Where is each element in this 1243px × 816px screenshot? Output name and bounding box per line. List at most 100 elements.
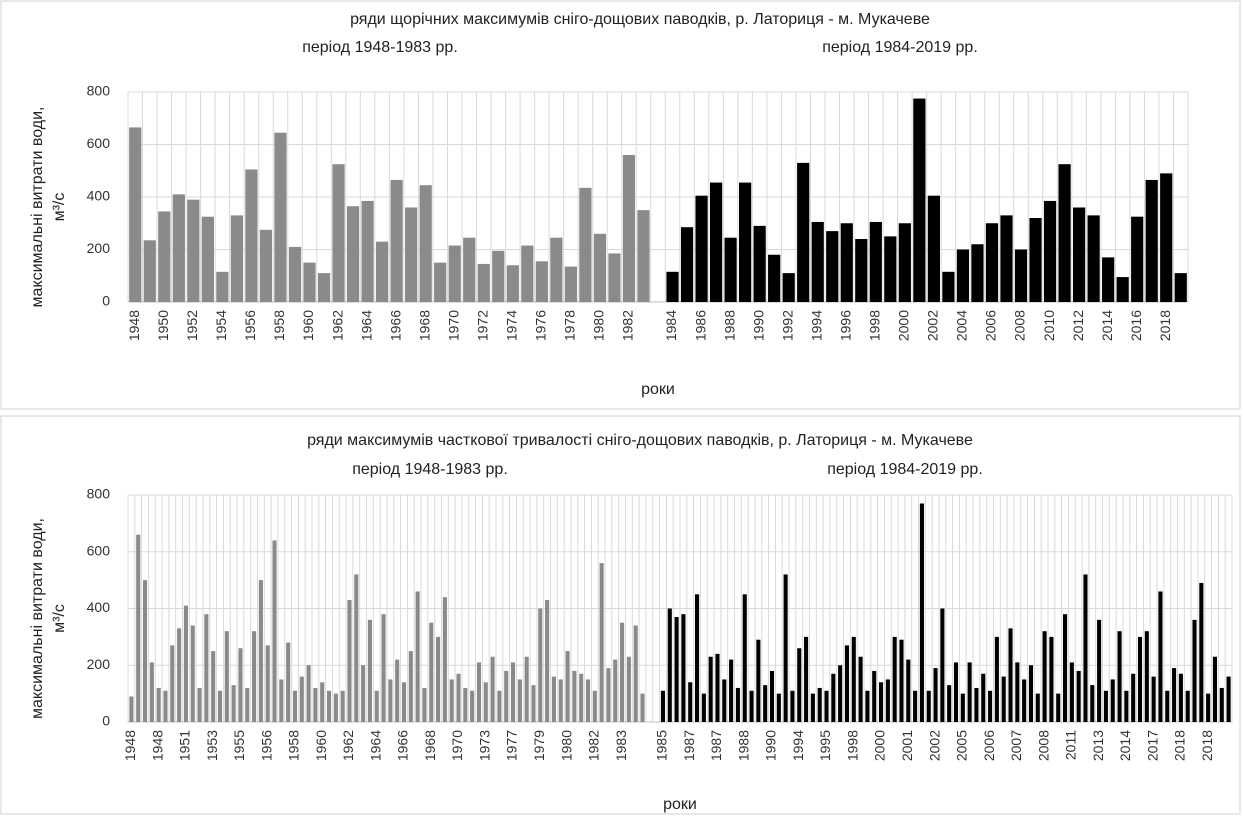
bar: [1001, 676, 1006, 722]
bar: [245, 169, 258, 302]
x-tick-label: 1966: [387, 310, 403, 341]
bar: [769, 670, 775, 722]
bar: [1103, 690, 1108, 722]
bar: [448, 245, 461, 302]
bar: [422, 687, 427, 722]
bar: [419, 185, 432, 302]
bar: [272, 540, 277, 722]
bar: [1212, 656, 1218, 722]
bar: [593, 233, 607, 302]
bar: [1110, 679, 1115, 722]
bar: [401, 682, 407, 722]
bar: [994, 636, 999, 722]
x-tick-label: 2007: [1008, 730, 1024, 761]
x-tick-label: 1968: [422, 730, 438, 761]
bar: [826, 231, 839, 302]
x-tick-label: 2016: [1128, 310, 1144, 341]
x-tick-label: 1970: [445, 310, 461, 341]
subtitle: період 1948-1983 рр.: [302, 39, 458, 56]
subtitle: період 1948-1983 рр.: [352, 461, 508, 478]
x-tick-label: 1980: [591, 310, 607, 341]
x-tick-label: 1983: [613, 730, 629, 761]
bar: [1083, 574, 1088, 722]
bar: [564, 266, 577, 302]
bar: [292, 690, 298, 722]
bar: [259, 229, 273, 302]
x-tick-label: 1952: [184, 310, 200, 341]
bar: [768, 254, 781, 302]
x-tick-label: 1987: [681, 730, 697, 761]
y-axis-label: максимальні витрати води,: [29, 518, 46, 719]
x-tick-label: 1995: [817, 730, 833, 761]
bar: [885, 679, 890, 722]
bar: [695, 195, 708, 302]
bar: [463, 687, 468, 722]
bar: [303, 262, 316, 302]
x-tick-label: 1982: [586, 730, 602, 761]
x-tick-label: 2018: [1199, 730, 1215, 761]
subtitle: період 1984-2019 рр.: [827, 461, 983, 478]
bar: [288, 246, 302, 302]
bar: [919, 503, 924, 722]
x-tick-label: 2002: [926, 730, 942, 761]
x-tick-label: 1984: [663, 310, 679, 341]
bar: [1087, 215, 1100, 302]
bar: [158, 211, 171, 302]
bar: [579, 673, 584, 722]
y-tick-label: 800: [87, 83, 111, 99]
x-tick-label: 1968: [416, 310, 432, 341]
bar: [985, 223, 999, 302]
y-tick-label: 600: [87, 135, 111, 151]
bar: [299, 676, 304, 722]
x-tick-label: 1966: [395, 730, 411, 761]
bar: [217, 690, 223, 722]
x-tick-label: 2008: [1035, 730, 1051, 761]
x-tick-label: 1994: [790, 730, 806, 761]
bar: [1206, 693, 1211, 722]
x-tick-label: 2017: [1144, 730, 1160, 761]
bar: [1097, 619, 1102, 722]
bar: [878, 682, 884, 722]
bar: [156, 687, 161, 722]
bar: [956, 249, 970, 302]
x-tick-label: 1973: [476, 730, 492, 761]
bar: [535, 261, 548, 302]
bar: [129, 696, 134, 722]
bar: [376, 241, 389, 302]
x-tick-label: 2002: [925, 310, 941, 341]
bar: [306, 665, 311, 722]
y-tick-label: 0: [102, 713, 110, 729]
x-tick-label: 1976: [533, 310, 549, 341]
bar: [149, 662, 154, 722]
bar: [722, 679, 727, 722]
bar: [390, 179, 403, 302]
bar: [320, 682, 325, 722]
bar: [388, 679, 393, 722]
bar: [510, 662, 516, 722]
bar: [1015, 662, 1020, 722]
x-tick-label: 2006: [981, 730, 997, 761]
bar: [558, 679, 563, 722]
bar: [694, 594, 700, 722]
bar: [797, 648, 802, 722]
x-tick-label: 1950: [155, 310, 171, 341]
bar: [838, 665, 843, 722]
bar: [408, 651, 413, 722]
x-tick-label: 1962: [329, 310, 345, 341]
bar: [599, 563, 604, 722]
bar: [136, 534, 141, 722]
bar: [517, 679, 522, 722]
x-tick-label: 2001: [899, 730, 915, 761]
bar: [640, 693, 645, 722]
y-tick-label: 400: [87, 188, 111, 204]
bar: [524, 656, 529, 722]
bar: [742, 594, 747, 722]
y-tick-label: 0: [102, 293, 110, 309]
bar: [974, 687, 979, 722]
bar: [346, 206, 360, 302]
x-tick-label: 2018: [1172, 730, 1188, 761]
bar: [238, 648, 243, 722]
bar: [415, 591, 420, 722]
panel-frame: [0, 0, 1241, 410]
bar: [1124, 690, 1129, 722]
